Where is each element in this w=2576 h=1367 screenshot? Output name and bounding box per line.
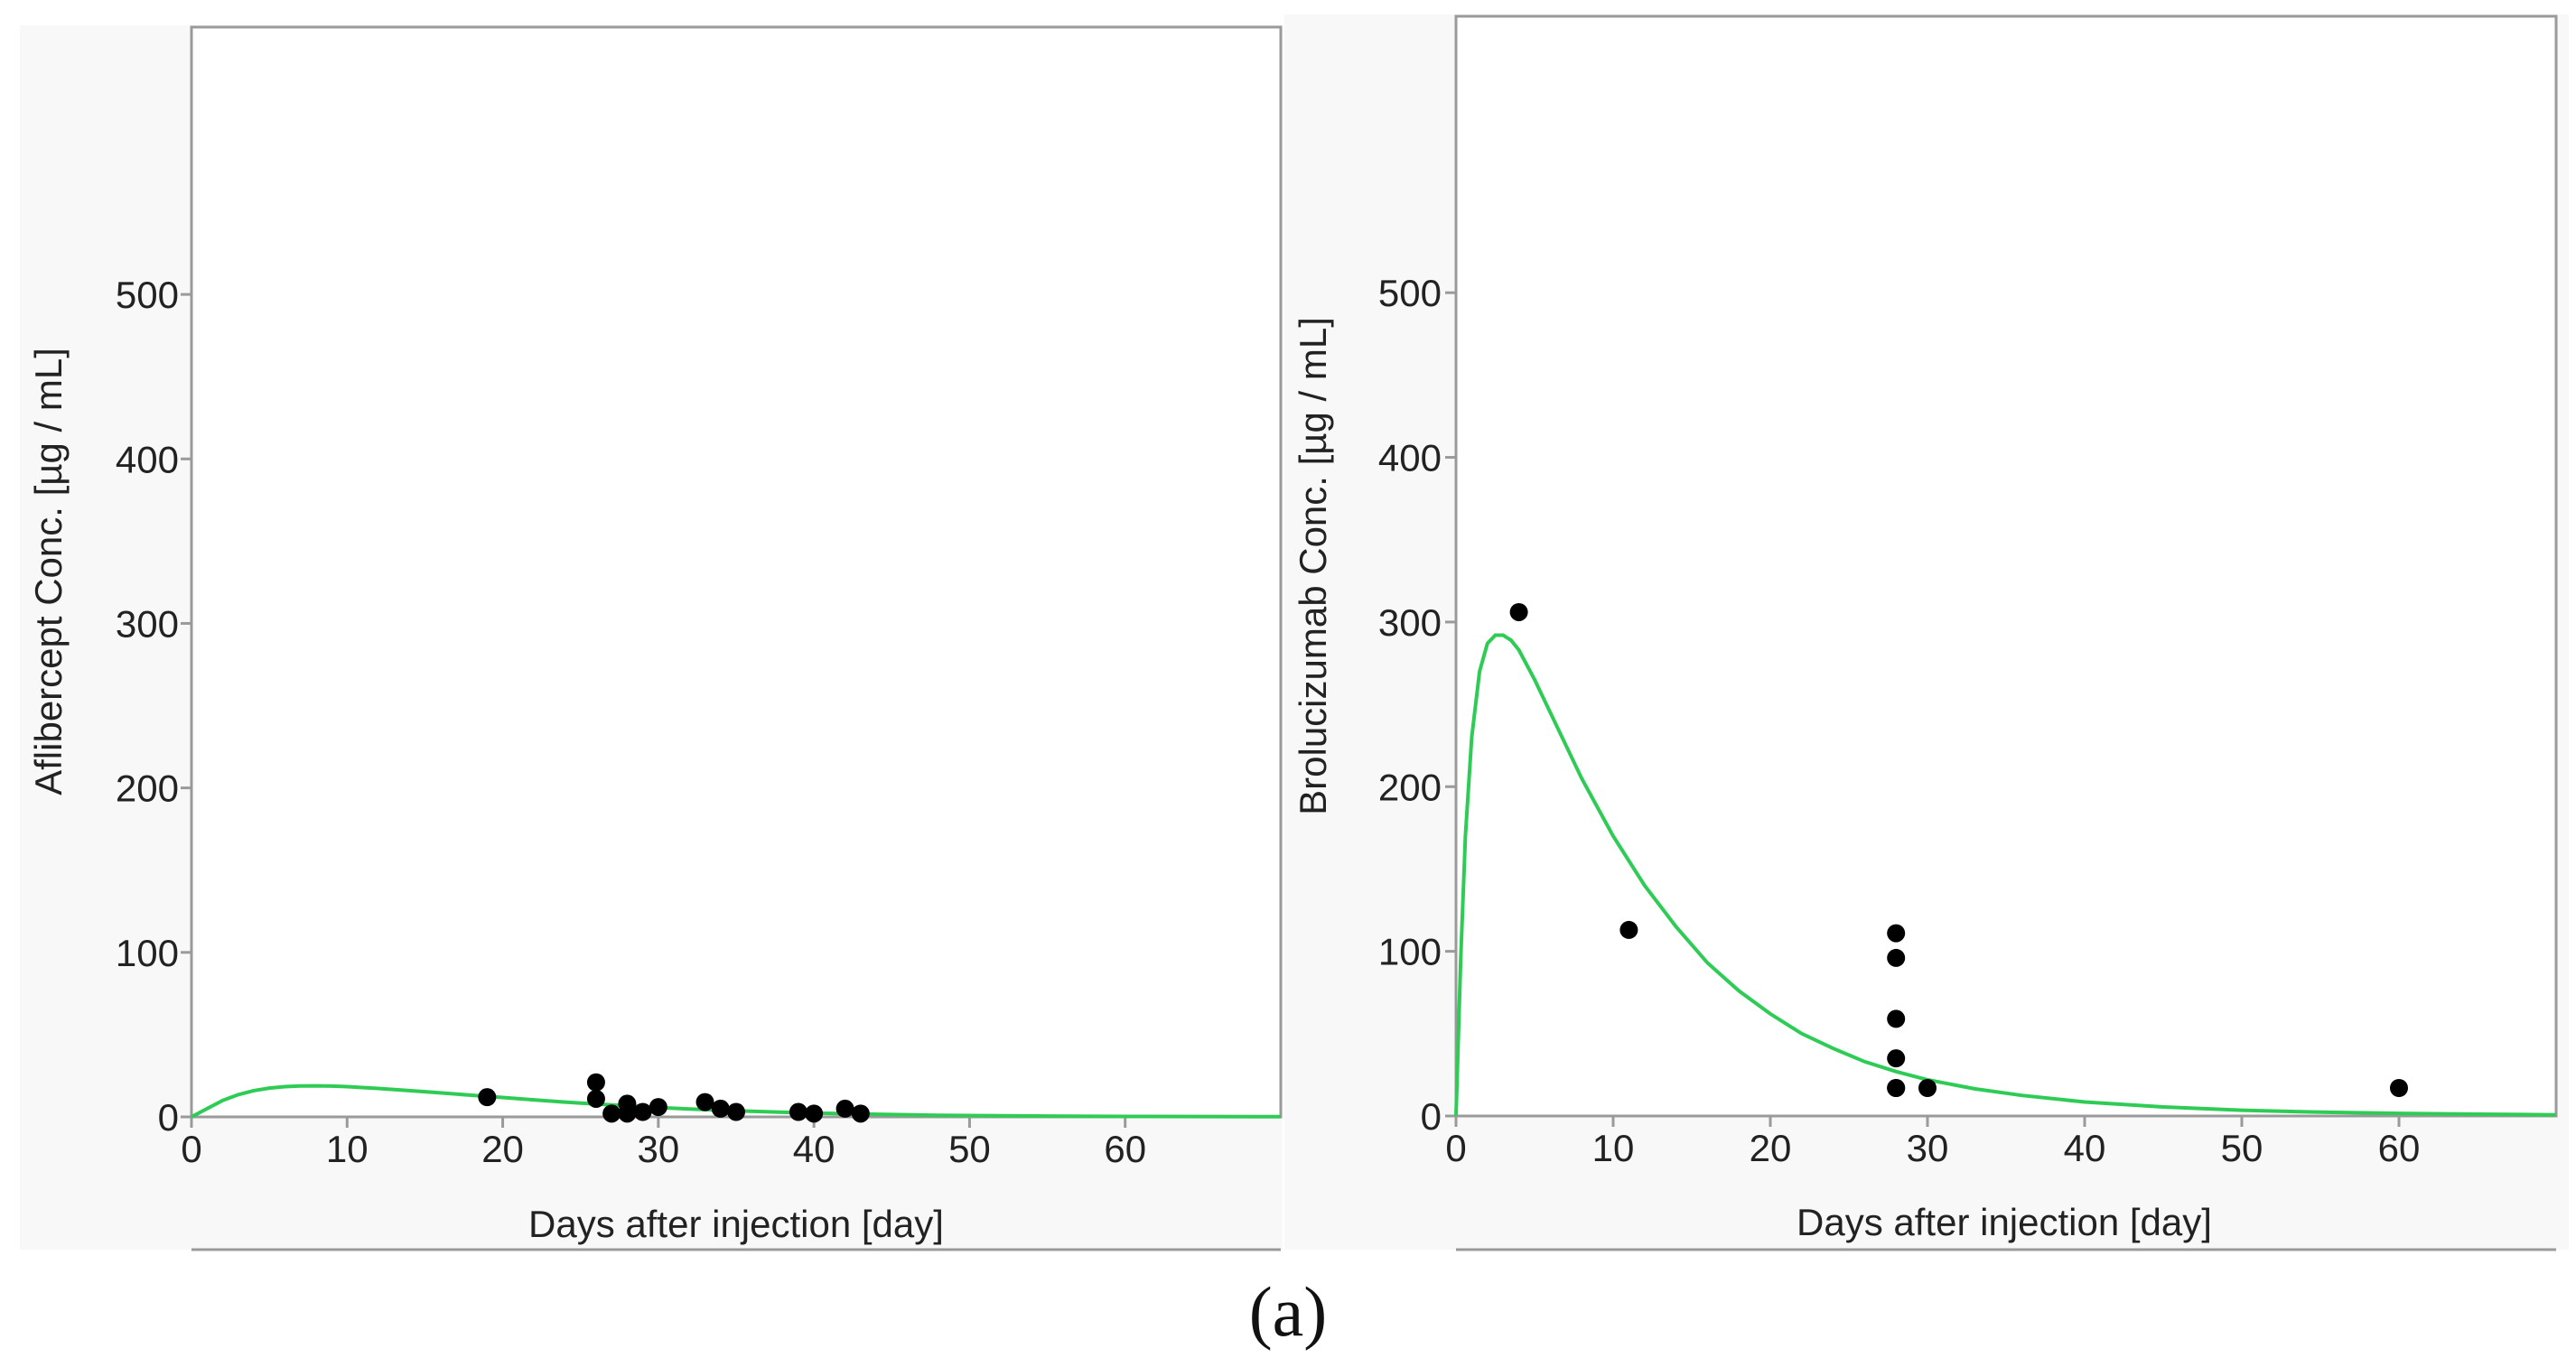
aflibercept-data-point	[851, 1104, 870, 1123]
brolucizumab-x-tick-label: 10	[1592, 1127, 1635, 1169]
brolucizumab-data-point	[1918, 1078, 1937, 1097]
brolucizumab-data-point	[1509, 602, 1528, 621]
aflibercept-y-tick-label: 300	[116, 602, 179, 645]
aflibercept-observed-points	[478, 1073, 870, 1123]
brolucizumab-ticks: 0 10 20 30 40 50 60 0 100 200 300 400 500	[1378, 272, 2420, 1169]
brolucizumab-x-tick-label: 20	[1750, 1127, 1792, 1169]
aflibercept-plot-area	[190, 25, 1283, 1119]
brolucizumab-x-tick-label: 0	[1445, 1127, 1466, 1169]
aflibercept-data-point	[711, 1099, 730, 1118]
aflibercept-x-tick-label: 40	[793, 1128, 835, 1170]
aflibercept-x-tick-label: 60	[1104, 1128, 1146, 1170]
aflibercept-x-tick-label: 0	[181, 1128, 201, 1170]
brolucizumab-x-tick-label: 40	[2064, 1127, 2106, 1169]
aflibercept-data-point	[586, 1073, 605, 1092]
brolucizumab-y-tick-label: 200	[1378, 766, 1442, 808]
aflibercept-data-point	[695, 1093, 714, 1111]
aflibercept-x-axis-label: Days after injection [day]	[528, 1203, 944, 1245]
brolucizumab-y-tick-label: 100	[1378, 931, 1442, 973]
aflibercept-data-point	[789, 1102, 807, 1121]
brolucizumab-y-tick-label: 300	[1378, 601, 1442, 644]
brolucizumab-data-point	[1887, 1049, 1906, 1068]
brolucizumab-data-point	[2390, 1078, 2408, 1097]
aflibercept-x-tick-label: 30	[637, 1128, 679, 1170]
brolucizumab-y-tick-label: 0	[1421, 1095, 1442, 1138]
aflibercept-ticks: 0 10 20 30 40 50 60 0 100 200 300 400 500	[116, 274, 1146, 1170]
aflibercept-y-tick-label: 0	[158, 1096, 179, 1139]
aflibercept-y-axis-label: Aflibercept Conc. [µg / mL]	[27, 348, 70, 795]
aflibercept-data-point	[649, 1098, 667, 1117]
brolucizumab-data-point	[1887, 948, 1906, 967]
brolucizumab-x-tick-label: 30	[1907, 1127, 1949, 1169]
aflibercept-y-tick-label: 500	[116, 274, 179, 316]
aflibercept-data-point	[805, 1104, 824, 1123]
brolucizumab-y-tick-label: 500	[1378, 272, 1442, 314]
brolucizumab-y-axis-label: Brolucizumab Conc. [µg / mL]	[1292, 317, 1334, 815]
brolucizumab-chart: 0 10 20 30 40 50 60 0 100 200 300 400 500 Days after…	[1292, 14, 2558, 1251]
aflibercept-y-tick-label: 100	[116, 932, 179, 974]
aflibercept-data-point	[835, 1099, 854, 1118]
brolucizumab-data-point	[1619, 920, 1638, 939]
aflibercept-x-tick-label: 20	[481, 1128, 524, 1170]
aflibercept-chart: 0 10 20 30 40 50 60 0 100 200 300 400 500 Days after…	[27, 25, 1283, 1251]
brolucizumab-y-tick-label: 400	[1378, 437, 1442, 479]
aflibercept-x-tick-label: 10	[326, 1128, 369, 1170]
brolucizumab-x-axis-label: Days after injection [day]	[1797, 1201, 2212, 1243]
aflibercept-data-point	[618, 1104, 637, 1123]
aflibercept-data-point	[602, 1104, 621, 1123]
brolucizumab-data-point	[1887, 1078, 1906, 1097]
aflibercept-data-point	[478, 1088, 497, 1107]
aflibercept-data-point	[633, 1102, 652, 1121]
aflibercept-y-tick-label: 200	[116, 767, 179, 810]
aflibercept-x-tick-label: 50	[948, 1128, 991, 1170]
figure-caption: (a)	[1248, 1272, 1328, 1351]
brolucizumab-model-curve	[1454, 633, 2557, 1117]
brolucizumab-x-tick-label: 50	[2221, 1127, 2263, 1169]
brolucizumab-plot-area	[1454, 14, 2558, 1118]
aflibercept-data-point	[586, 1089, 605, 1108]
brolucizumab-data-point	[1887, 1009, 1906, 1028]
aflibercept-data-point	[727, 1102, 745, 1121]
aflibercept-model-curve	[191, 1083, 1282, 1119]
brolucizumab-observed-points	[1509, 602, 2408, 1097]
brolucizumab-x-tick-label: 60	[2378, 1127, 2421, 1169]
aflibercept-y-tick-label: 400	[116, 438, 179, 480]
brolucizumab-data-point	[1887, 924, 1906, 943]
